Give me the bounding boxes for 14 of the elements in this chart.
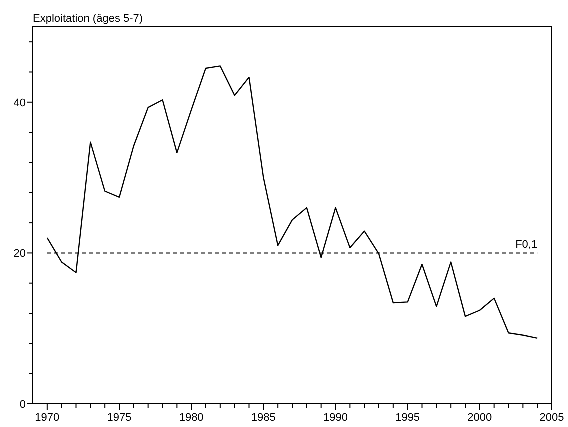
x-tick-label: 1980 [179, 412, 204, 424]
x-tick-label: 1990 [324, 412, 348, 424]
ref-line-label: F0,1 [516, 239, 538, 252]
y-axis-title: Exploitation (âges 5-7) [33, 13, 144, 25]
x-tick-label: 1995 [396, 412, 420, 424]
y-tick-label: 0 [20, 399, 26, 411]
line-series [46, 66, 538, 339]
x-tick-label: 1970 [35, 412, 60, 424]
x-tick-label: 2005 [540, 412, 564, 424]
x-tick-label: 2000 [468, 412, 492, 424]
y-tick-label: 40 [14, 97, 26, 110]
x-tick-label: 1975 [107, 412, 132, 424]
y-tick-label: 20 [14, 248, 26, 260]
x-tick-label: 1985 [251, 412, 276, 424]
